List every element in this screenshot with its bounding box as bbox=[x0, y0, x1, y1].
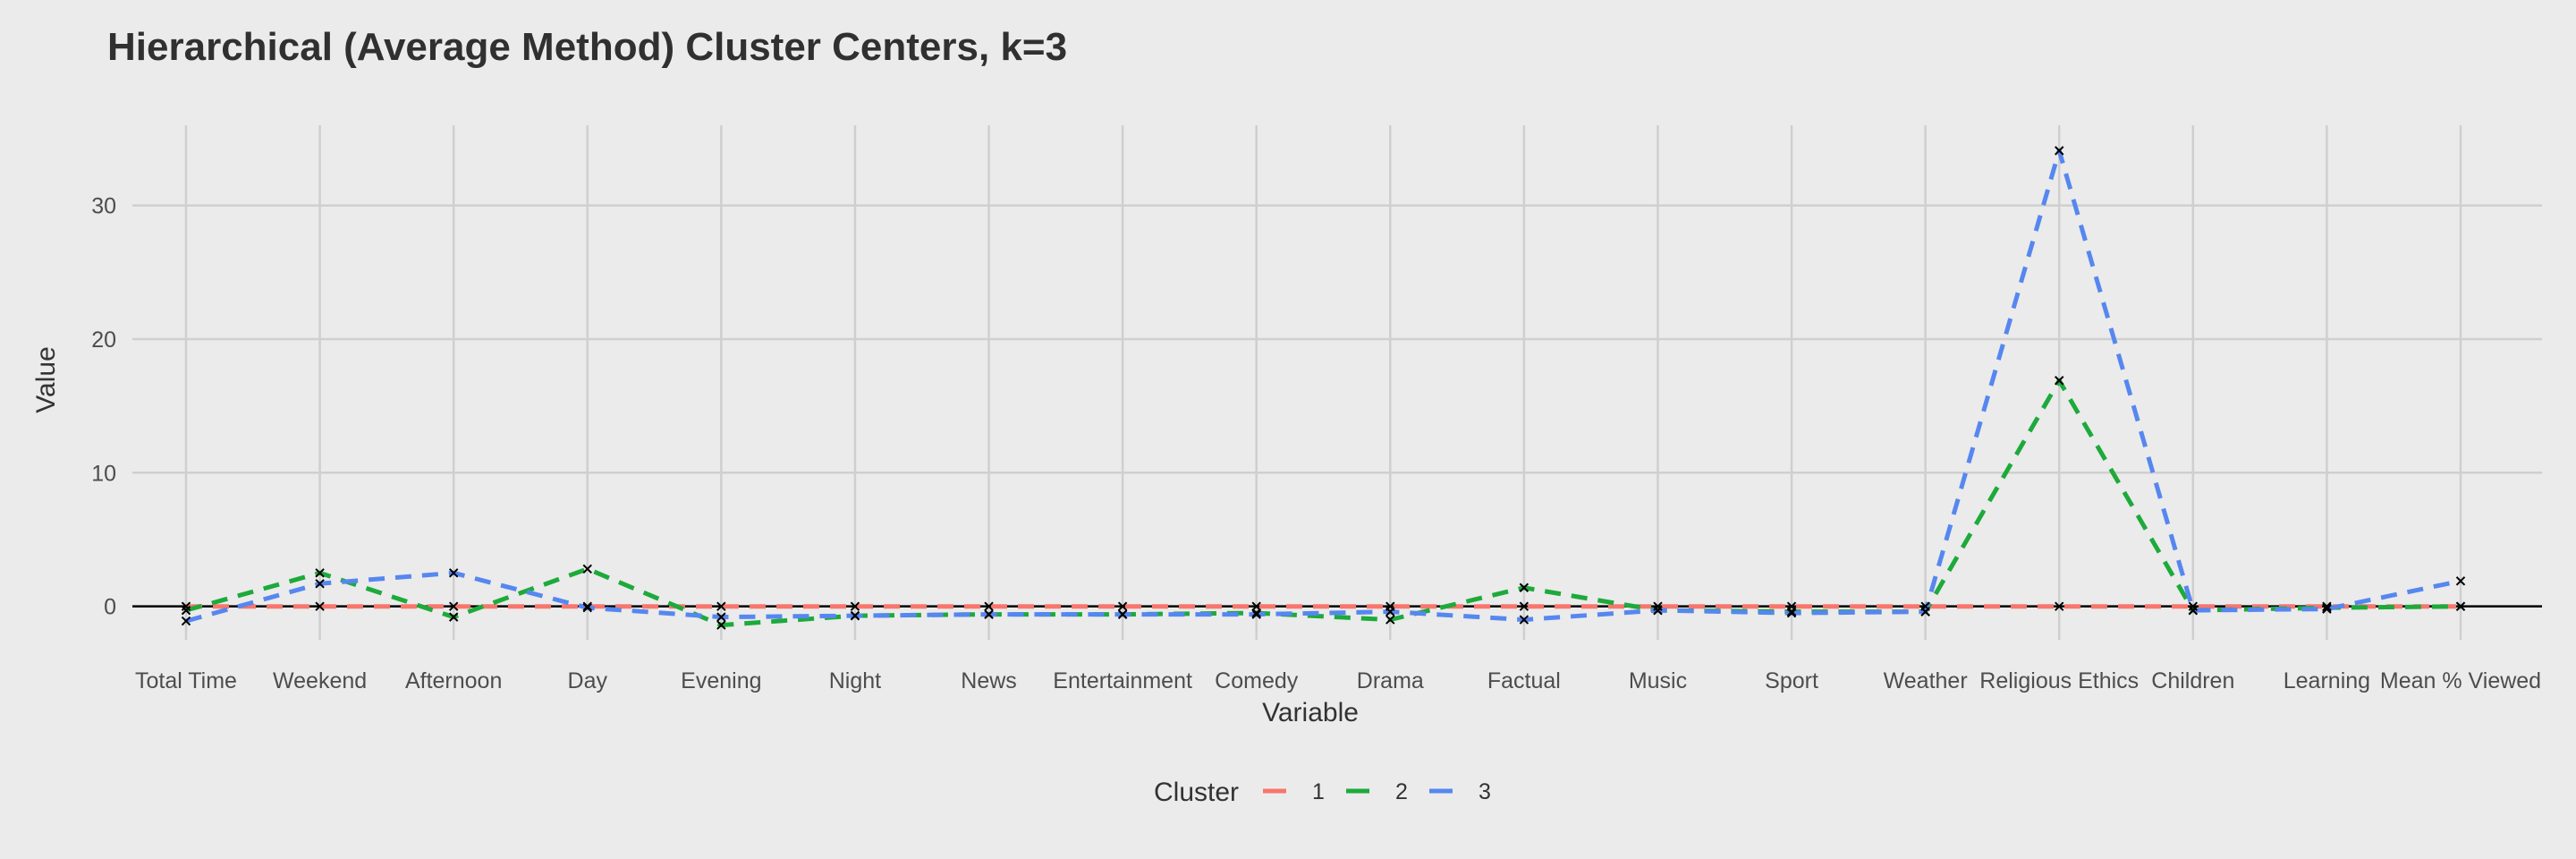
data-point-3 bbox=[716, 612, 726, 622]
x-tick-label: Evening bbox=[681, 668, 761, 693]
data-point-3 bbox=[2188, 605, 2199, 616]
y-tick-label: 10 bbox=[91, 461, 116, 486]
data-point-3 bbox=[1920, 607, 1930, 617]
data-point-2 bbox=[582, 564, 592, 574]
x-tick-label: Children bbox=[2151, 668, 2234, 693]
x-tick-label: Religious Ethics bbox=[1979, 668, 2139, 693]
data-point-2 bbox=[448, 612, 459, 622]
legend-title: Cluster bbox=[1154, 778, 1239, 807]
series-layer bbox=[185, 148, 2462, 628]
legend-label-2: 2 bbox=[1395, 779, 1408, 804]
chart-title: Hierarchical (Average Method) Cluster Ce… bbox=[107, 25, 1068, 69]
data-point-1 bbox=[582, 601, 592, 611]
tick-label-layer: 0 10 20 30 Total Time Weekend Afternoon Day Even… bbox=[91, 194, 2541, 693]
data-point-1 bbox=[850, 601, 860, 611]
y-tick-label: 30 bbox=[91, 194, 116, 219]
data-point-3 bbox=[582, 602, 592, 613]
x-tick-label: Factual bbox=[1487, 668, 1561, 693]
series-line-3 bbox=[185, 148, 2462, 624]
x-tick-label: Weather bbox=[1884, 668, 1968, 693]
data-point-1 bbox=[181, 601, 191, 611]
data-point-3 bbox=[984, 609, 994, 619]
legend: Cluster 1 2 3 bbox=[1154, 778, 1491, 807]
x-tick-label: Day bbox=[568, 668, 608, 693]
data-point-2 bbox=[181, 605, 191, 616]
data-point-3 bbox=[315, 579, 325, 589]
series-line-2 bbox=[185, 378, 2462, 628]
data-point-2 bbox=[1786, 607, 1797, 617]
data-point-3 bbox=[1117, 609, 1128, 619]
data-point-3 bbox=[1786, 608, 1797, 618]
data-point-1 bbox=[315, 601, 325, 611]
data-point-2 bbox=[1519, 583, 1530, 592]
data-point-1 bbox=[2055, 601, 2064, 611]
data-point-2 bbox=[315, 568, 325, 578]
data-point-1 bbox=[1653, 601, 1663, 611]
data-point-1 bbox=[1519, 601, 1530, 611]
data-point-1 bbox=[716, 601, 726, 611]
data-point-3 bbox=[1251, 609, 1261, 619]
data-point-3 bbox=[181, 616, 191, 626]
legend-label-1: 1 bbox=[1312, 779, 1325, 804]
data-point-2 bbox=[2322, 602, 2332, 613]
x-tick-label: Entertainment bbox=[1053, 668, 1192, 693]
data-point-3 bbox=[2455, 576, 2466, 586]
x-tick-label: Weekend bbox=[273, 668, 367, 693]
x-tick-label: Night bbox=[829, 668, 881, 693]
x-tick-label: News bbox=[961, 668, 1017, 693]
x-tick-label: Music bbox=[1629, 668, 1687, 693]
x-tick-label: Total Time bbox=[135, 668, 237, 693]
data-point-3 bbox=[1519, 615, 1530, 625]
data-point-1 bbox=[1117, 601, 1128, 611]
data-point-3 bbox=[2322, 604, 2332, 614]
x-tick-label: Sport bbox=[1765, 668, 1818, 693]
x-tick-label: Comedy bbox=[1215, 668, 1299, 693]
x-tick-label: Mean % Viewed bbox=[2380, 668, 2541, 693]
data-point-1 bbox=[2322, 601, 2332, 611]
x-tick-label: Drama bbox=[1357, 668, 1424, 693]
data-point-3 bbox=[1653, 605, 1663, 616]
data-point-2 bbox=[2055, 376, 2064, 386]
data-point-1 bbox=[448, 601, 459, 611]
x-axis-title: Variable bbox=[1262, 698, 1359, 727]
x-tick-label: Afternoon bbox=[405, 668, 502, 693]
data-point-1 bbox=[984, 601, 994, 611]
point-layer bbox=[181, 146, 2466, 630]
data-point-1 bbox=[1251, 601, 1261, 611]
data-point-3 bbox=[448, 568, 459, 578]
y-tick-label: 0 bbox=[104, 595, 116, 620]
grid-layer bbox=[132, 125, 2542, 640]
data-point-3 bbox=[1385, 607, 1395, 617]
x-tick-label: Learning bbox=[2284, 668, 2370, 693]
y-tick-label: 20 bbox=[91, 327, 116, 353]
data-point-2 bbox=[2455, 601, 2466, 611]
data-point-2 bbox=[1385, 615, 1395, 625]
data-point-2 bbox=[1251, 608, 1261, 618]
data-point-3 bbox=[2055, 146, 2064, 156]
legend-label-3: 3 bbox=[1479, 779, 1491, 804]
y-axis-title: Value bbox=[31, 346, 61, 413]
data-point-3 bbox=[850, 610, 860, 621]
data-point-2 bbox=[716, 620, 726, 630]
data-point-1 bbox=[2188, 601, 2199, 611]
